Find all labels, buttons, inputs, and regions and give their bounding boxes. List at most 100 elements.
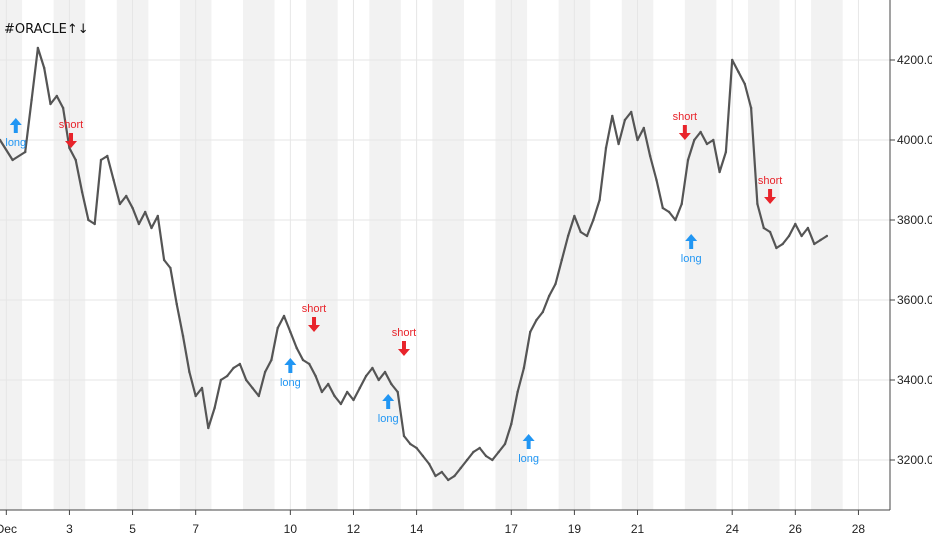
price-point bbox=[244, 378, 248, 382]
price-point bbox=[137, 222, 141, 226]
long-signal: long bbox=[280, 358, 301, 389]
session-band bbox=[0, 0, 23, 510]
price-point bbox=[289, 330, 292, 334]
price-point bbox=[623, 118, 627, 122]
session-band bbox=[684, 0, 717, 510]
price-point bbox=[819, 238, 822, 242]
price-point bbox=[327, 382, 330, 386]
session-band bbox=[432, 0, 464, 510]
short-signal: short bbox=[673, 111, 697, 140]
price-point bbox=[491, 458, 494, 462]
price-point bbox=[579, 230, 582, 234]
price-point bbox=[314, 374, 317, 378]
price-point bbox=[573, 214, 576, 218]
price-point bbox=[106, 154, 109, 158]
session-band bbox=[369, 0, 401, 510]
y-tick-label: 3800.0 bbox=[897, 213, 932, 227]
price-point bbox=[282, 314, 286, 318]
y-tick-label: 3200.0 bbox=[897, 453, 932, 467]
session-band bbox=[747, 0, 780, 510]
short-signal: short bbox=[302, 303, 326, 332]
price-point bbox=[617, 142, 620, 146]
session-band bbox=[243, 0, 275, 510]
y-tick-label: 3400.0 bbox=[897, 373, 932, 387]
x-tick-label: 17 bbox=[505, 522, 519, 536]
price-point bbox=[162, 258, 166, 262]
price-point bbox=[756, 202, 759, 206]
long-signal: long bbox=[518, 434, 539, 465]
price-point bbox=[642, 126, 646, 130]
price-point bbox=[200, 386, 204, 390]
price-point bbox=[219, 378, 223, 382]
price-point bbox=[749, 106, 753, 110]
price-point bbox=[68, 146, 71, 150]
price-point bbox=[529, 330, 532, 334]
x-tick-label: 21 bbox=[631, 522, 645, 536]
price-point bbox=[251, 386, 254, 390]
price-point bbox=[0, 138, 2, 142]
price-point bbox=[503, 442, 507, 446]
short-signal: short bbox=[392, 327, 416, 356]
long-label: long bbox=[378, 413, 399, 425]
price-point bbox=[674, 218, 677, 222]
y-axis[interactable]: 3200.0 3400.0 3600.0 3800.0 4000.0 4200.0 bbox=[890, 53, 932, 467]
price-point bbox=[61, 106, 65, 110]
price-point bbox=[333, 394, 336, 398]
price-point bbox=[238, 362, 242, 366]
price-point bbox=[156, 214, 160, 218]
x-tick-label: 28 bbox=[852, 522, 866, 536]
price-point bbox=[49, 102, 52, 106]
price-point bbox=[226, 374, 229, 378]
price-point bbox=[737, 70, 740, 74]
price-point bbox=[175, 302, 178, 306]
y-tick-label: 4000.0 bbox=[897, 133, 932, 147]
price-point bbox=[24, 150, 27, 154]
down-arrow-icon bbox=[397, 341, 410, 356]
price-point bbox=[270, 358, 273, 362]
price-point bbox=[213, 406, 216, 410]
short-label: short bbox=[302, 303, 326, 315]
price-point bbox=[510, 422, 513, 426]
price-point bbox=[630, 110, 633, 114]
price-point bbox=[655, 178, 658, 182]
price-point bbox=[257, 394, 260, 398]
price-point bbox=[125, 194, 128, 198]
price-point bbox=[636, 138, 639, 142]
price-point bbox=[99, 158, 103, 162]
price-point bbox=[560, 258, 563, 262]
price-point bbox=[554, 282, 557, 286]
long-label: long bbox=[280, 377, 301, 389]
price-point bbox=[686, 158, 690, 162]
price-point bbox=[648, 154, 652, 158]
price-point bbox=[800, 234, 803, 238]
price-point bbox=[547, 294, 551, 298]
signal-markers: long short long short long short long short long… bbox=[5, 111, 782, 465]
price-point bbox=[699, 130, 702, 134]
x-axis[interactable]: Dec 3 5 7 10 12 14 17 19 21 24 26 28 bbox=[0, 510, 865, 536]
short-label: short bbox=[758, 175, 782, 187]
y-tick-label: 3600.0 bbox=[897, 293, 932, 307]
price-point bbox=[718, 170, 721, 174]
price-point bbox=[667, 210, 671, 214]
price-point bbox=[813, 242, 816, 246]
price-point bbox=[604, 146, 608, 150]
up-arrow-icon bbox=[522, 434, 535, 449]
price-point bbox=[775, 246, 778, 250]
short-label: short bbox=[673, 111, 697, 123]
price-point bbox=[421, 454, 425, 458]
price-point bbox=[36, 46, 40, 50]
price-point bbox=[30, 98, 33, 102]
x-tick-label: Dec bbox=[0, 522, 17, 536]
price-point bbox=[440, 470, 444, 474]
long-signal: long bbox=[681, 234, 702, 265]
up-arrow-icon bbox=[685, 234, 698, 249]
short-signal: short bbox=[758, 175, 782, 204]
price-point bbox=[453, 474, 456, 478]
x-tick-label: 14 bbox=[410, 522, 424, 536]
price-point bbox=[383, 370, 387, 374]
chart-title: #ORACLE↑↓ bbox=[4, 22, 89, 37]
up-arrow-icon bbox=[284, 358, 297, 373]
price-point bbox=[781, 242, 784, 246]
price-point bbox=[42, 66, 46, 70]
